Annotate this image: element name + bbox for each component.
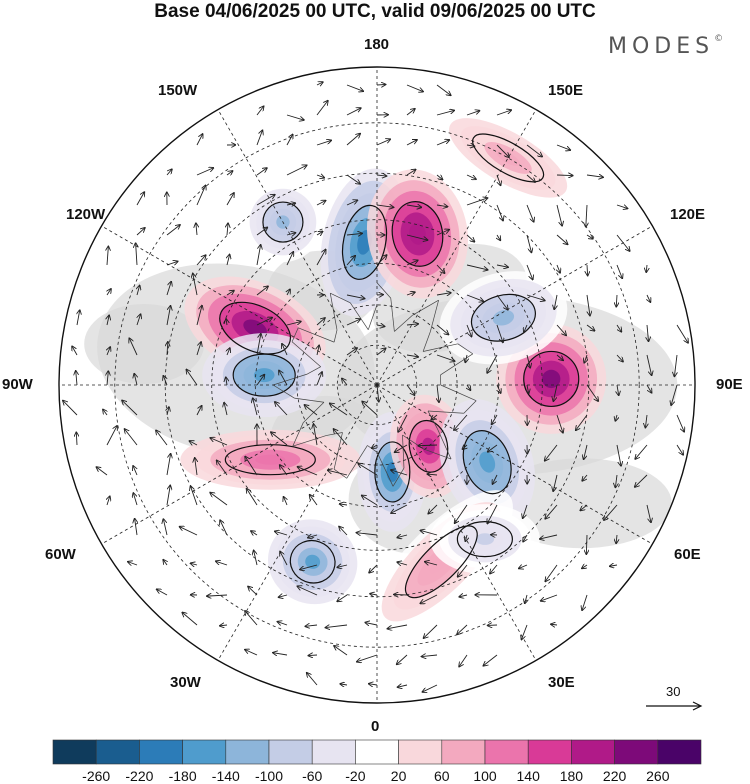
colorbar-swatch bbox=[96, 740, 139, 764]
lon-label-150w: 150W bbox=[158, 82, 197, 99]
colorbar-swatch bbox=[571, 740, 614, 764]
colorbar bbox=[53, 740, 701, 764]
lon-label-150e: 150E bbox=[548, 82, 583, 99]
lon-label-30e: 30E bbox=[548, 674, 575, 691]
colorbar-swatch bbox=[139, 740, 182, 764]
colorbar-tick-label: -140 bbox=[212, 768, 240, 784]
wind-vector bbox=[308, 655, 317, 656]
colorbar-swatch bbox=[442, 740, 485, 764]
lon-label-60w: 60W bbox=[45, 546, 76, 563]
reference-vector bbox=[646, 702, 701, 710]
anomaly-positive bbox=[180, 430, 360, 490]
colorbar-swatch bbox=[269, 740, 312, 764]
lon-label-180: 180 bbox=[364, 36, 389, 53]
lon-label-90e: 90E bbox=[716, 376, 743, 393]
colorbar-tick-label: -20 bbox=[345, 768, 365, 784]
map-disc bbox=[59, 67, 695, 703]
colorbar-swatch bbox=[53, 740, 96, 764]
wind-vector bbox=[557, 175, 573, 176]
wind-vector bbox=[394, 594, 407, 595]
lon-label-90w: 90W bbox=[2, 376, 33, 393]
colorbar-swatch bbox=[183, 740, 226, 764]
lon-label-120w: 120W bbox=[66, 206, 105, 223]
colorbar-tick-label: -260 bbox=[82, 768, 110, 784]
colorbar-tick-label: -100 bbox=[255, 768, 283, 784]
wind-vector bbox=[377, 84, 385, 85]
colorbar-swatch bbox=[658, 740, 701, 764]
colorbar-swatch bbox=[226, 740, 269, 764]
colorbar-tick-label: 260 bbox=[646, 768, 669, 784]
colorbar-swatch bbox=[615, 740, 658, 764]
colorbar-tick-label: 140 bbox=[517, 768, 540, 784]
colorbar-tick-label: 60 bbox=[434, 768, 450, 784]
reference-vector-label: 30 bbox=[666, 684, 680, 699]
colorbar-tick-label: -180 bbox=[169, 768, 197, 784]
lon-label-0: 0 bbox=[371, 718, 379, 735]
colorbar-tick-label: 20 bbox=[391, 768, 407, 784]
lon-label-60e: 60E bbox=[674, 546, 701, 563]
colorbar-swatch bbox=[399, 740, 442, 764]
colorbar-swatch bbox=[355, 740, 398, 764]
colorbar-tick-label: 100 bbox=[473, 768, 496, 784]
colorbar-swatch bbox=[485, 740, 528, 764]
lon-label-30w: 30W bbox=[170, 674, 201, 691]
colorbar-swatch bbox=[528, 740, 571, 764]
colorbar-tick-label: -60 bbox=[302, 768, 322, 784]
colorbar-tick-label: -220 bbox=[125, 768, 153, 784]
colorbar-tick-label: 220 bbox=[603, 768, 626, 784]
colorbar-tick-label: 180 bbox=[560, 768, 583, 784]
lon-label-120e: 120E bbox=[670, 206, 705, 223]
colorbar-swatch bbox=[312, 740, 355, 764]
